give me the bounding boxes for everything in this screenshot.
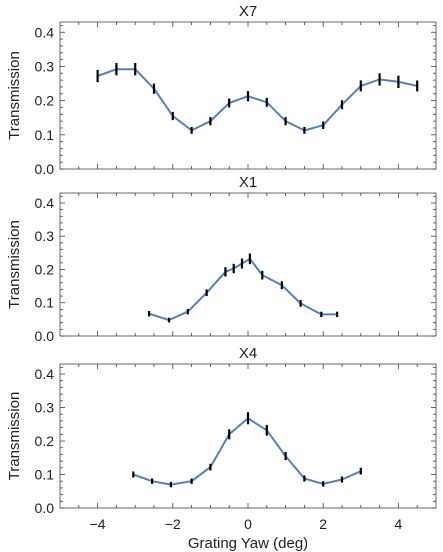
panel-title: X1 xyxy=(239,174,257,191)
y-axis-label: Transmission xyxy=(6,392,23,481)
y-tick-label: 0.4 xyxy=(35,195,55,211)
panel-title: X7 xyxy=(239,3,257,20)
y-axis-label: Transmission xyxy=(6,51,23,140)
plot-frame xyxy=(59,192,437,337)
y-tick-label: 0.3 xyxy=(35,58,55,74)
y-tick-label: 0.2 xyxy=(35,93,55,109)
series-line xyxy=(97,68,418,132)
y-axis-label: Transmission xyxy=(6,220,23,309)
y-tick-label: 0.1 xyxy=(35,467,55,483)
y-tick-label: 0.3 xyxy=(35,400,55,416)
y-tick-label: 0.3 xyxy=(35,228,55,244)
y-tick-label: 0.0 xyxy=(35,500,55,516)
x-tick-label: 0 xyxy=(244,516,252,532)
plot-frame xyxy=(59,363,437,509)
x-axis-label: Grating Yaw (deg) xyxy=(188,535,308,552)
y-tick-label: 0.1 xyxy=(35,127,55,143)
y-tick-label: 0.4 xyxy=(35,24,55,40)
y-tick-label: 0.0 xyxy=(35,328,55,344)
x-tick-label: −4 xyxy=(90,516,106,532)
panel-x4: X4 Transmission 0.0 0.1 0.2 0.3 0.4 −4 −2 0 2 4 Grat… xyxy=(6,345,437,552)
y-tick-label: 0.2 xyxy=(35,433,55,449)
series-line xyxy=(148,257,338,321)
x-tick-label: 2 xyxy=(319,516,327,532)
y-tick-label: 0.1 xyxy=(35,295,55,311)
y-tick-label: 0.0 xyxy=(35,161,55,177)
panel-x7: X7 Transmission 0.0 0.1 0.2 0.3 0.4 xyxy=(6,3,437,177)
series-line xyxy=(132,417,362,486)
y-tick-label: 0.4 xyxy=(35,366,55,382)
panel-x1: X1 Transmission 0.0 0.1 0.2 0.3 0.4 xyxy=(6,174,437,344)
x-tick-label: −2 xyxy=(165,516,181,532)
x-tick-label: 4 xyxy=(395,516,403,532)
y-tick-label: 0.2 xyxy=(35,261,55,277)
panel-title: X4 xyxy=(239,345,257,362)
